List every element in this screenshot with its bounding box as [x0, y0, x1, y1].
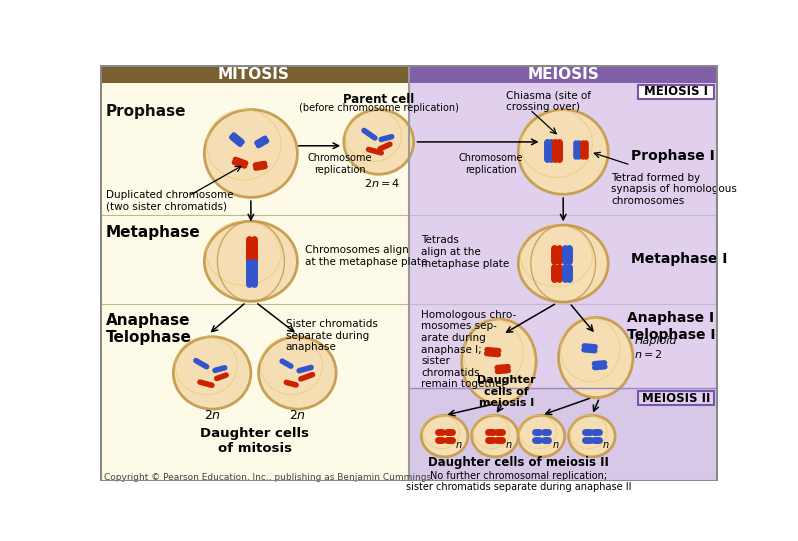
Text: (before chromosome replication): (before chromosome replication)	[298, 103, 459, 113]
Text: Metaphase: Metaphase	[106, 225, 201, 240]
Ellipse shape	[569, 415, 615, 457]
Ellipse shape	[204, 221, 298, 301]
Bar	[638, 85, 714, 99]
Bar	[101, 65, 409, 83]
Ellipse shape	[472, 415, 518, 457]
Text: Chromosomes align
at the metaphase plate: Chromosomes align at the metaphase plate	[305, 245, 428, 267]
Text: Homologous chro-
mosomes sep-
arate during
anaphase I;
sister
chromatids
remain : Homologous chro- mosomes sep- arate duri…	[421, 310, 516, 390]
Text: Prophase: Prophase	[106, 104, 187, 118]
Text: Parent cell: Parent cell	[343, 93, 414, 106]
Ellipse shape	[344, 110, 413, 174]
Text: $2n = 4$: $2n = 4$	[365, 177, 401, 189]
Text: Prophase I: Prophase I	[630, 149, 714, 163]
Text: Anaphase
Telophase: Anaphase Telophase	[106, 313, 192, 345]
Text: $2n$: $2n$	[203, 409, 220, 422]
Ellipse shape	[173, 337, 251, 409]
Ellipse shape	[259, 337, 336, 409]
Text: Daughter cells of meiosis II: Daughter cells of meiosis II	[428, 456, 609, 469]
Text: $2n$: $2n$	[289, 409, 306, 422]
Text: Daughter
cells of
meiosis I: Daughter cells of meiosis I	[477, 375, 536, 408]
Text: n: n	[552, 440, 559, 450]
Ellipse shape	[518, 415, 565, 457]
Ellipse shape	[518, 110, 608, 194]
Text: Tetrad formed by
synapsis of homologous
chromosomes: Tetrad formed by synapsis of homologous …	[611, 173, 737, 206]
Text: Chiasma (site of
crossing over): Chiasma (site of crossing over)	[506, 90, 591, 112]
Ellipse shape	[421, 415, 468, 457]
Ellipse shape	[204, 110, 298, 197]
Text: MEIOSIS: MEIOSIS	[527, 67, 599, 82]
Text: n: n	[602, 440, 609, 450]
Text: Chromosome
replication: Chromosome replication	[459, 154, 523, 175]
Text: Duplicated chromosome
(two sister chromatids): Duplicated chromosome (two sister chroma…	[106, 190, 234, 211]
Text: MITOSIS: MITOSIS	[218, 67, 290, 82]
Text: MEIOSIS II: MEIOSIS II	[642, 392, 710, 405]
Text: MEIOSIS I: MEIOSIS I	[644, 85, 709, 98]
Bar	[100, 65, 409, 481]
Text: Tetrads
align at the
metaphase plate: Tetrads align at the metaphase plate	[421, 235, 510, 269]
Bar	[409, 65, 718, 481]
Text: n: n	[456, 440, 461, 450]
Text: Haploid
$n = 2$: Haploid $n = 2$	[634, 337, 677, 360]
Text: n: n	[506, 440, 512, 450]
Bar	[409, 388, 718, 481]
Bar	[638, 391, 714, 405]
Text: Chromosome
replication: Chromosome replication	[308, 154, 372, 175]
Text: No further chromosomal replication;
sister chromatids separate during anaphase I: No further chromosomal replication; sist…	[405, 471, 631, 492]
Text: Copyright © Pearson Education, Inc., publishing as Benjamin Cummings.: Copyright © Pearson Education, Inc., pub…	[104, 473, 433, 482]
Ellipse shape	[462, 319, 536, 404]
Ellipse shape	[559, 318, 633, 398]
Text: Daughter cells
of mitosis: Daughter cells of mitosis	[200, 427, 310, 454]
Bar	[409, 65, 717, 83]
Text: Anaphase I
Telophase I: Anaphase I Telophase I	[626, 311, 715, 341]
Text: Metaphase I: Metaphase I	[630, 252, 727, 266]
Text: Sister chromatids
separate during
anaphase: Sister chromatids separate during anapha…	[286, 319, 377, 352]
Ellipse shape	[518, 225, 608, 302]
